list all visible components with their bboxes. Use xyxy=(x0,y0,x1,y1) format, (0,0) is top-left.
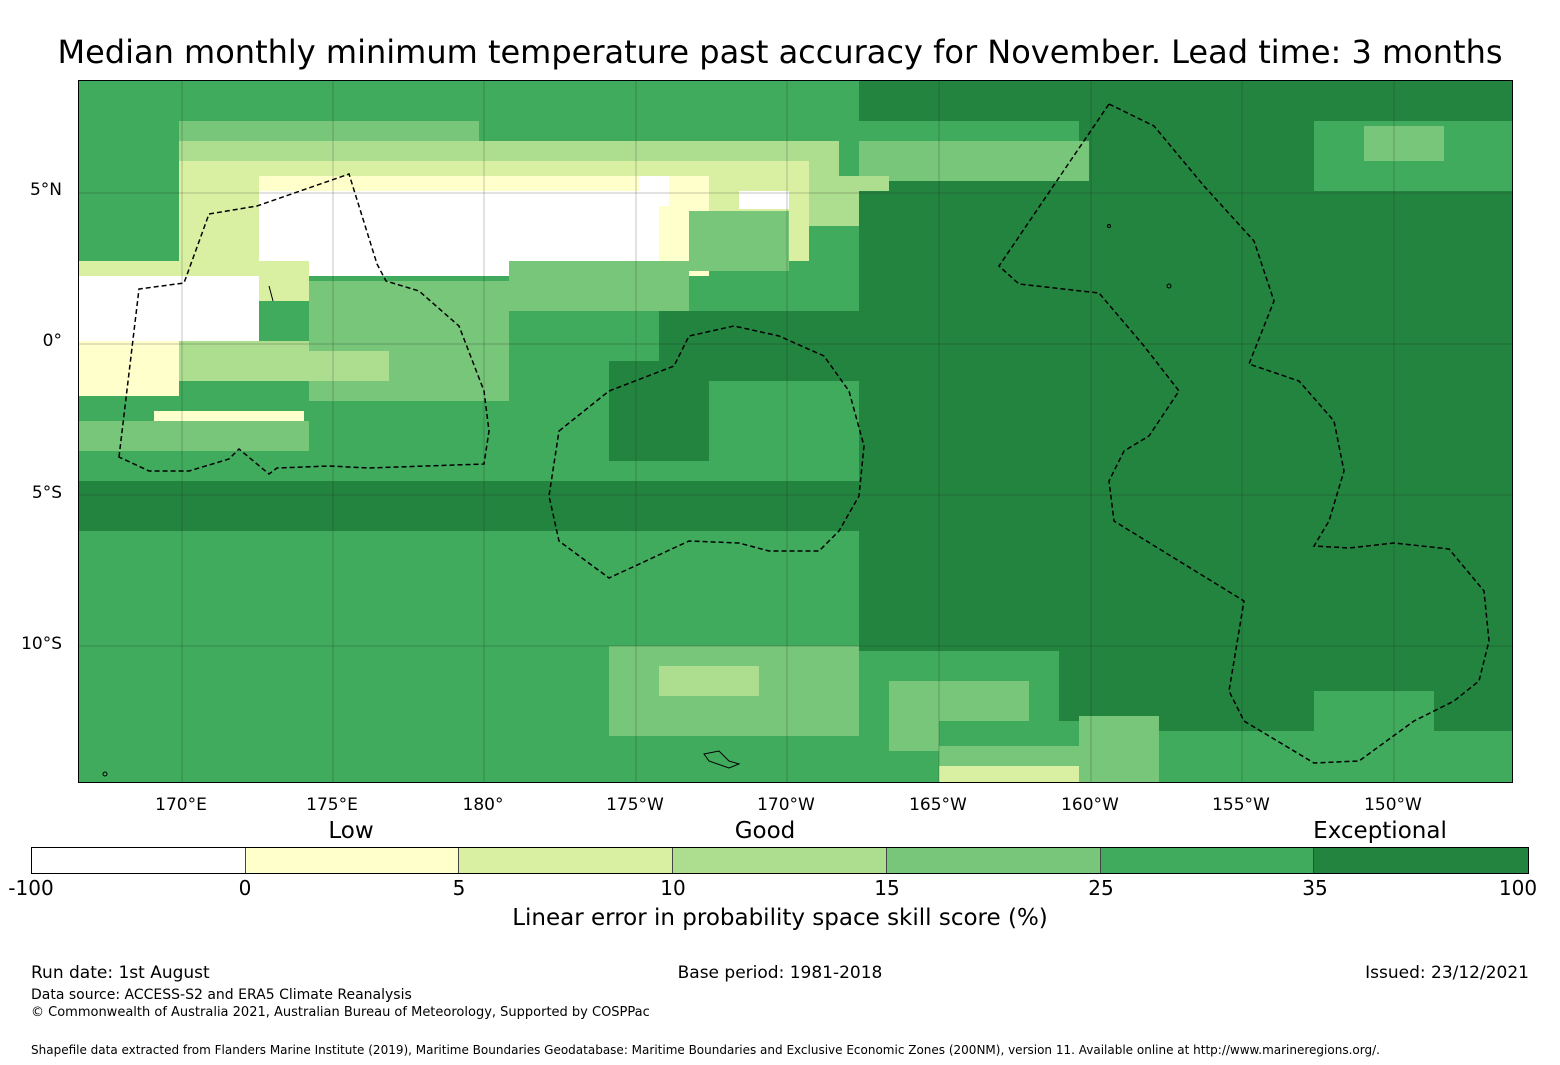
issued-date: Issued: 23/12/2021 xyxy=(1365,963,1529,983)
colorbar-label: Linear error in probability space skill … xyxy=(512,905,1048,931)
colorbar-tick: 5 xyxy=(452,876,466,900)
skill-cell xyxy=(309,281,509,401)
eez-kiribati-phoenix xyxy=(548,325,865,579)
skill-cell xyxy=(509,261,689,311)
copyright: © Commonwealth of Australia 2021, Austra… xyxy=(31,1005,650,1020)
data-source: Data source: ACCESS-S2 and ERA5 Climate … xyxy=(31,987,412,1003)
colorbar-tick: 10 xyxy=(660,876,686,900)
skill-cell xyxy=(179,341,329,381)
colorbar-tick: 0 xyxy=(238,876,252,900)
legend-category-exceptional: Exceptional xyxy=(1313,818,1447,844)
eez-kiribati-gilbert xyxy=(118,173,490,475)
colorbar-segment xyxy=(886,848,1101,873)
island-outline xyxy=(1107,224,1111,228)
lon-label: 175°E xyxy=(306,795,358,815)
colorbar-segment xyxy=(245,848,460,873)
skill-cell xyxy=(659,666,759,696)
island-outline xyxy=(1166,283,1172,289)
lon-label: 170°W xyxy=(757,795,815,815)
base-period: Base period: 1981-2018 xyxy=(677,963,883,983)
skill-cell xyxy=(859,81,1512,121)
colorbar-segment xyxy=(673,848,887,873)
skill-raster xyxy=(79,81,1512,782)
shapefile-credit: Shapefile data extracted from Flanders M… xyxy=(31,1043,1380,1057)
island-outlines xyxy=(102,224,1172,777)
colorbar-segment xyxy=(1100,848,1315,873)
lon-label: 155°W xyxy=(1212,795,1270,815)
colorbar-segment xyxy=(1314,848,1529,873)
colorbar-tick: 15 xyxy=(874,876,900,900)
chart-title: Median monthly minimum temperature past … xyxy=(57,33,1503,71)
lat-label: 5°S xyxy=(31,483,62,503)
lon-label: 175°W xyxy=(606,795,664,815)
lon-label: 170°E xyxy=(155,795,207,815)
skill-cell xyxy=(859,141,1089,181)
skill-cell xyxy=(1314,691,1434,731)
island-outline xyxy=(268,285,274,302)
skill-cell xyxy=(309,351,389,381)
graticule xyxy=(79,81,1512,782)
colorbar xyxy=(31,847,1529,874)
skill-map xyxy=(78,80,1513,783)
skill-cell xyxy=(1159,731,1512,782)
skill-cell xyxy=(689,211,789,271)
lon-label: 165°W xyxy=(909,795,967,815)
colorbar-segment xyxy=(32,848,246,873)
skill-cell xyxy=(639,176,669,206)
colorbar-tick: 100 xyxy=(1498,876,1538,900)
island-outline xyxy=(703,750,741,769)
lon-label: 150°W xyxy=(1364,795,1422,815)
eez-kiribati-line xyxy=(998,103,1490,764)
skill-cell xyxy=(79,276,259,341)
colorbar-segment xyxy=(459,848,674,873)
colorbar-tick: 25 xyxy=(1088,876,1114,900)
lat-label: 0° xyxy=(42,331,62,351)
lon-label: 180° xyxy=(462,795,504,815)
skill-cell xyxy=(659,311,859,381)
colorbar-tick: -100 xyxy=(8,876,54,900)
lat-label: 5°N xyxy=(29,180,62,200)
island-outline xyxy=(102,771,108,777)
eez-boundaries xyxy=(118,103,1490,764)
skill-cell xyxy=(79,421,309,451)
skill-cell xyxy=(1079,716,1159,782)
skill-cell xyxy=(789,271,859,311)
skill-cell xyxy=(859,191,1512,651)
legend-category-low: Low xyxy=(328,818,374,844)
skill-cell xyxy=(1364,126,1444,161)
legend-category-good: Good xyxy=(734,818,796,844)
lon-label: 160°W xyxy=(1061,795,1119,815)
lat-label: 10°S xyxy=(21,634,62,654)
skill-cell xyxy=(739,191,789,209)
run-date: Run date: 1st August xyxy=(31,963,210,983)
colorbar-tick: 35 xyxy=(1302,876,1328,900)
